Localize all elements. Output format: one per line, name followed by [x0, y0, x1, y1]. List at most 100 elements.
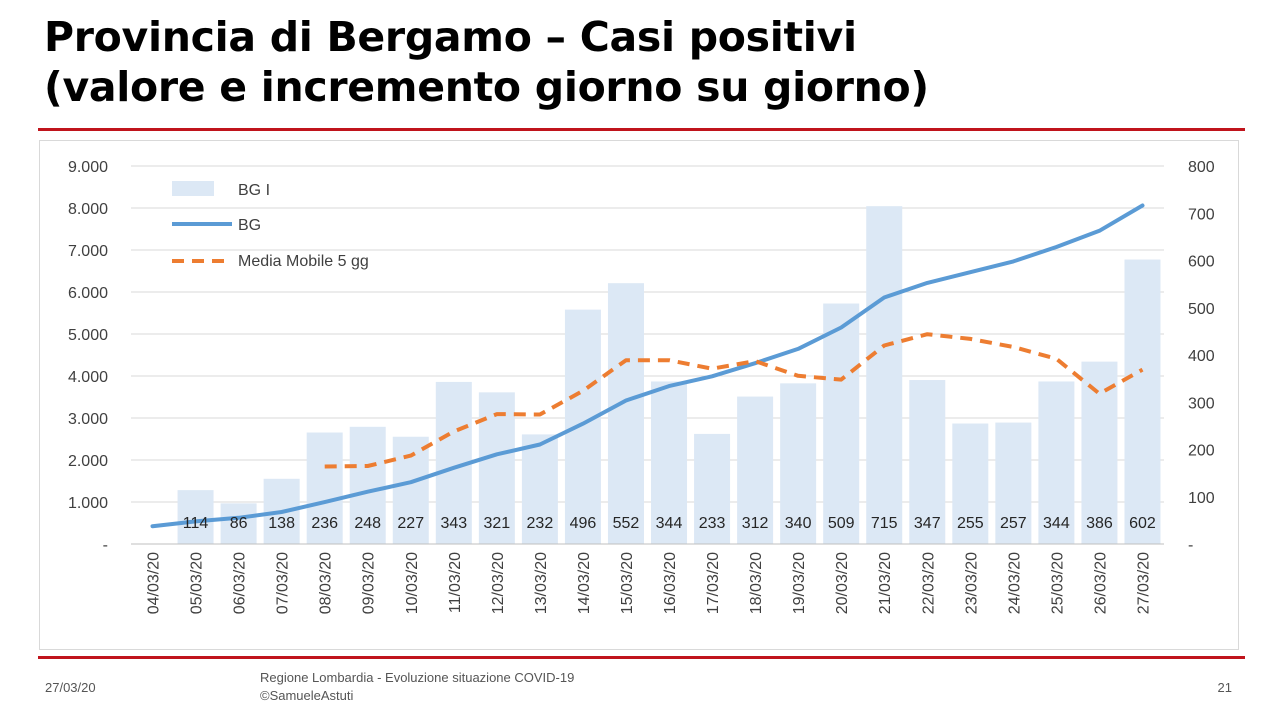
bar-data-label: 233 [699, 515, 726, 532]
right-tick-label: 500 [1188, 301, 1215, 318]
footer-source-line-2: ©SamueleAstuti [260, 688, 354, 703]
x-tick-label: 04/03/20 [146, 552, 163, 614]
bar-data-label: 114 [183, 515, 209, 532]
x-tick-label: 21/03/20 [877, 552, 894, 614]
legend-label-moving-average: Media Mobile 5 gg [238, 253, 369, 270]
footer-source: Regione Lombardia - Evoluzione situazion… [260, 669, 574, 705]
bar-data-label: 257 [1000, 515, 1027, 532]
bar [521, 434, 558, 544]
axes: - 1.000 2.000 3.000 4.000 5.000 6.000 7.000 8.00… [68, 159, 1215, 614]
right-tick-label: 700 [1188, 206, 1215, 223]
bar [1124, 259, 1161, 544]
bar [1081, 361, 1118, 544]
bar-data-label: 86 [230, 515, 248, 532]
x-tick-label: 25/03/20 [1049, 552, 1066, 614]
bar [306, 432, 343, 544]
right-tick-label: 200 [1188, 443, 1215, 460]
x-tick-label: 24/03/20 [1006, 552, 1023, 614]
bar-data-label: 248 [354, 515, 381, 532]
bar [220, 503, 257, 544]
right-tick-label: - [1188, 537, 1193, 554]
bar [737, 396, 774, 544]
x-tick-label: 07/03/20 [275, 552, 292, 614]
bar-data-label: 227 [397, 515, 424, 532]
bar [694, 433, 731, 544]
left-tick-label: 2.000 [68, 453, 108, 470]
left-tick-label: 1.000 [68, 495, 108, 512]
left-tick-label: 8.000 [68, 201, 108, 218]
right-tick-label: 400 [1188, 348, 1215, 365]
bar-data-label: 340 [785, 515, 812, 532]
bg-line [150, 203, 1145, 529]
x-tick-label: 15/03/20 [619, 552, 636, 614]
bar-data-label: 552 [613, 515, 640, 532]
bar-data-label: 312 [742, 515, 769, 532]
bar-data-label: 496 [570, 515, 597, 532]
x-tick-label: 19/03/20 [791, 552, 808, 614]
title-line-2: (valore e incremento giorno su giorno) [44, 63, 929, 111]
x-tick-label: 14/03/20 [576, 552, 593, 614]
moving-average-line [324, 332, 1144, 469]
bar [952, 423, 989, 544]
x-tick-label: 26/03/20 [1092, 552, 1109, 614]
x-tick-label: 18/03/20 [748, 552, 765, 614]
x-tick-label: 10/03/20 [404, 552, 421, 614]
left-tick-label: - [103, 537, 108, 554]
bar [1038, 381, 1075, 544]
x-tick-label: 08/03/20 [318, 552, 335, 614]
left-tick-label: 9.000 [68, 159, 108, 176]
footer-source-line-1: Regione Lombardia - Evoluzione situazion… [260, 670, 575, 685]
bar-data-label: 347 [914, 515, 941, 532]
grid-lines [131, 165, 1164, 503]
left-tick-label: 7.000 [68, 243, 108, 260]
bar [564, 309, 601, 544]
x-tick-label: 09/03/20 [361, 552, 378, 614]
bar-data-label: 321 [484, 515, 511, 532]
bar [866, 206, 903, 544]
bar [607, 283, 644, 544]
bar-data-label: 602 [1129, 515, 1156, 532]
footer-date: 27/03/20 [45, 680, 96, 695]
bar [780, 383, 817, 544]
bar [177, 490, 214, 544]
title-line-1: Provincia di Bergamo – Casi positivi [44, 13, 857, 61]
left-tick-label: 5.000 [68, 327, 108, 344]
left-tick-label: 3.000 [68, 411, 108, 428]
data-labels: 114 86 138 236 248 227 343 321 232 496 552 344 233 31… [183, 515, 1156, 532]
legend-label-bars: BG I [238, 182, 270, 199]
top-divider [38, 128, 1245, 131]
x-tick-label: 11/03/20 [447, 552, 464, 613]
bottom-divider [38, 656, 1245, 659]
legend-swatch-bars [172, 181, 214, 196]
x-tick-label: 13/03/20 [533, 552, 550, 614]
page-number: 21 [1217, 680, 1232, 695]
right-tick-label: 100 [1188, 490, 1215, 507]
bar-data-label: 715 [871, 515, 898, 532]
x-tick-label: 22/03/20 [920, 552, 937, 614]
x-tick-label: 12/03/20 [490, 552, 507, 614]
bar-data-label: 344 [1043, 515, 1070, 532]
left-tick-label: 4.000 [68, 369, 108, 386]
bar [349, 426, 386, 544]
x-tick-label: 23/03/20 [963, 552, 980, 614]
bar-data-label: 343 [440, 515, 467, 532]
slide-title: Provincia di Bergamo – Casi positivi (va… [44, 12, 929, 112]
bar-data-label: 344 [656, 515, 683, 532]
x-tick-label: 16/03/20 [662, 552, 679, 614]
x-tick-label: 06/03/20 [232, 552, 249, 614]
right-tick-label: 800 [1188, 159, 1215, 176]
x-tick-label: 17/03/20 [705, 552, 722, 614]
x-tick-label: 05/03/20 [189, 552, 206, 614]
left-tick-label: 6.000 [68, 285, 108, 302]
right-tick-label: 600 [1188, 254, 1215, 271]
chart-frame [39, 140, 1239, 650]
bar-data-label: 386 [1086, 515, 1113, 532]
lines [150, 203, 1145, 529]
bar-data-label: 255 [957, 515, 984, 532]
right-tick-label: 300 [1188, 395, 1215, 412]
bar [651, 381, 688, 544]
bar-data-label: 232 [527, 515, 554, 532]
bar [823, 303, 860, 544]
x-tick-label: 27/03/20 [1135, 552, 1152, 614]
